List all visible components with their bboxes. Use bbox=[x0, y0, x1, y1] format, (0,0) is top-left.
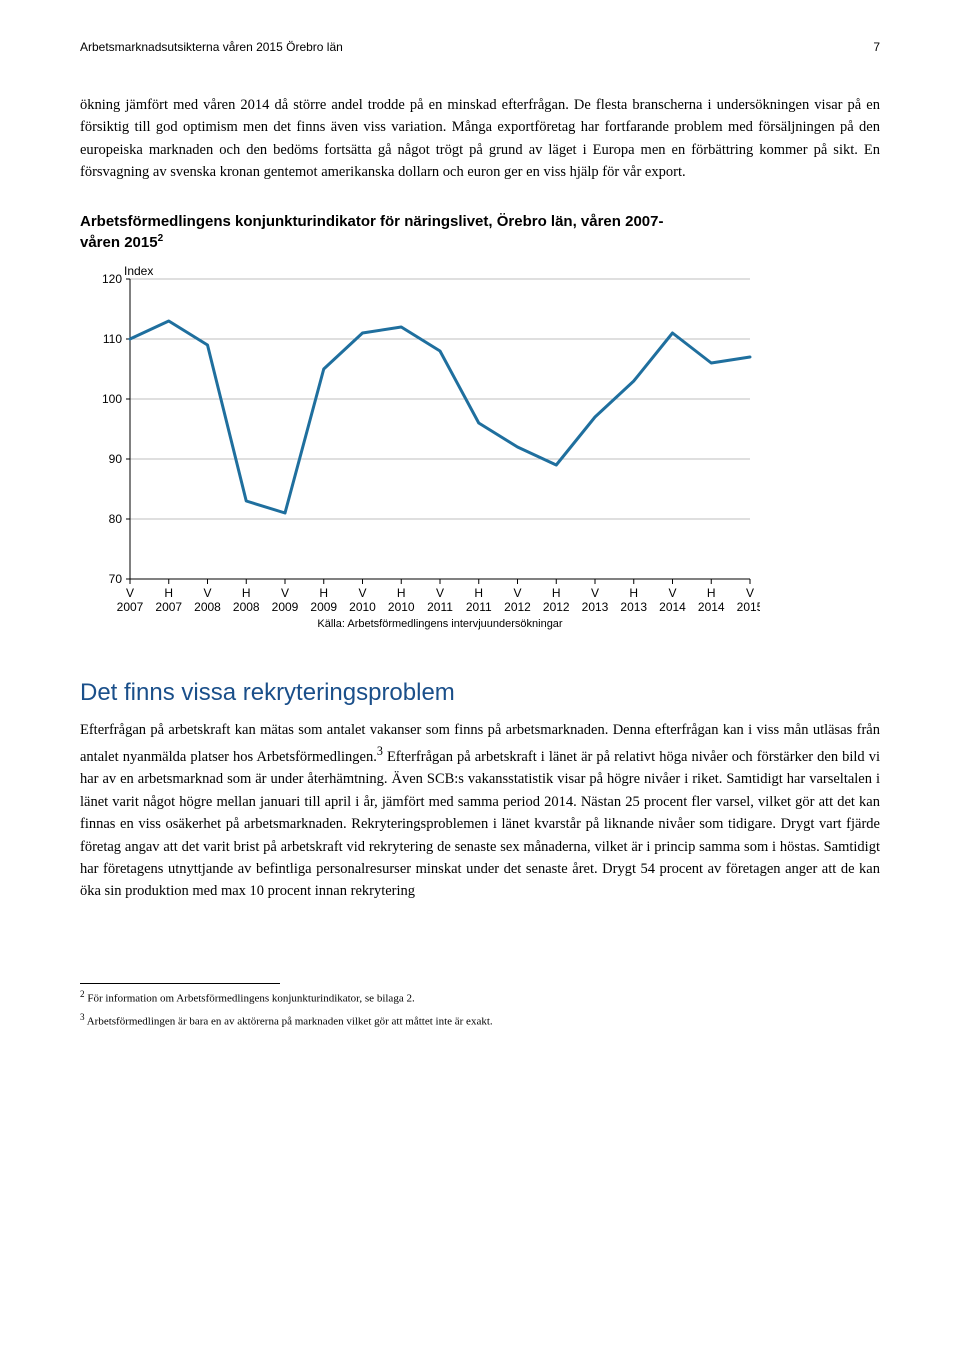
paragraph-body: Efterfrågan på arbetskraft kan mätas som… bbox=[80, 719, 880, 903]
svg-text:2007: 2007 bbox=[155, 600, 182, 614]
svg-text:H: H bbox=[707, 586, 716, 600]
section-heading: Det finns vissa rekryteringsproblem bbox=[80, 679, 880, 707]
svg-text:2015: 2015 bbox=[737, 600, 760, 614]
svg-text:2009: 2009 bbox=[310, 600, 337, 614]
svg-text:2012: 2012 bbox=[543, 600, 570, 614]
svg-text:2011: 2011 bbox=[466, 600, 492, 614]
svg-text:V: V bbox=[358, 586, 366, 600]
svg-text:2013: 2013 bbox=[620, 600, 647, 614]
svg-text:H: H bbox=[164, 586, 173, 600]
chart-title-line1: Arbetsförmedlingens konjunkturindikator … bbox=[80, 213, 663, 230]
svg-text:V: V bbox=[126, 586, 134, 600]
svg-text:2012: 2012 bbox=[504, 600, 531, 614]
chart-container: Arbetsförmedlingens konjunkturindikator … bbox=[80, 212, 880, 640]
footnote-3: 3 Arbetsförmedlingen är bara en av aktör… bbox=[80, 1011, 880, 1030]
svg-text:2010: 2010 bbox=[349, 600, 376, 614]
svg-text:90: 90 bbox=[109, 452, 123, 466]
svg-text:H: H bbox=[474, 586, 483, 600]
svg-text:2011: 2011 bbox=[427, 600, 453, 614]
svg-text:Källa: Arbetsförmedlingens int: Källa: Arbetsförmedlingens intervjuunder… bbox=[317, 618, 563, 630]
chart-title-line2: våren 2015 bbox=[80, 234, 158, 251]
footnote-3-text: Arbetsförmedlingen är bara en av aktörer… bbox=[85, 1016, 493, 1028]
svg-text:V: V bbox=[203, 586, 211, 600]
svg-text:2008: 2008 bbox=[194, 600, 221, 614]
svg-text:2009: 2009 bbox=[272, 600, 299, 614]
svg-text:V: V bbox=[746, 586, 754, 600]
svg-text:V: V bbox=[436, 586, 444, 600]
svg-text:2008: 2008 bbox=[233, 600, 260, 614]
svg-text:120: 120 bbox=[102, 272, 122, 286]
paragraph2-post: Efterfrågan på arbetskraft i länet är på… bbox=[80, 749, 880, 900]
svg-text:110: 110 bbox=[103, 332, 122, 346]
chart-svg: 708090100110120IndexV2007H2007V2008H2008… bbox=[80, 259, 760, 639]
footnote-2-text: För information om Arbetsförmedlingens k… bbox=[85, 993, 415, 1005]
svg-text:V: V bbox=[668, 586, 676, 600]
svg-text:2013: 2013 bbox=[582, 600, 609, 614]
svg-text:Index: Index bbox=[124, 264, 153, 278]
svg-text:2007: 2007 bbox=[117, 600, 144, 614]
svg-text:2014: 2014 bbox=[659, 600, 686, 614]
svg-text:H: H bbox=[319, 586, 328, 600]
svg-text:H: H bbox=[397, 586, 406, 600]
svg-text:H: H bbox=[242, 586, 251, 600]
svg-text:80: 80 bbox=[109, 512, 123, 526]
doc-header-left: Arbetsmarknadsutsikterna våren 2015 Öreb… bbox=[80, 40, 343, 54]
chart-title: Arbetsförmedlingens konjunkturindikator … bbox=[80, 212, 880, 254]
footnote-2: 2 För information om Arbetsförmedlingens… bbox=[80, 988, 880, 1007]
svg-text:V: V bbox=[513, 586, 521, 600]
chart-title-footnote-marker: 2 bbox=[158, 233, 164, 244]
svg-text:H: H bbox=[552, 586, 561, 600]
svg-text:H: H bbox=[629, 586, 638, 600]
svg-text:100: 100 bbox=[102, 392, 122, 406]
svg-text:70: 70 bbox=[109, 572, 123, 586]
footnote-rule bbox=[80, 983, 280, 984]
paragraph-intro: ökning jämfört med våren 2014 då större … bbox=[80, 94, 880, 184]
page-number: 7 bbox=[873, 40, 880, 54]
svg-text:V: V bbox=[591, 586, 599, 600]
svg-text:2010: 2010 bbox=[388, 600, 415, 614]
svg-text:2014: 2014 bbox=[698, 600, 725, 614]
svg-text:V: V bbox=[281, 586, 289, 600]
